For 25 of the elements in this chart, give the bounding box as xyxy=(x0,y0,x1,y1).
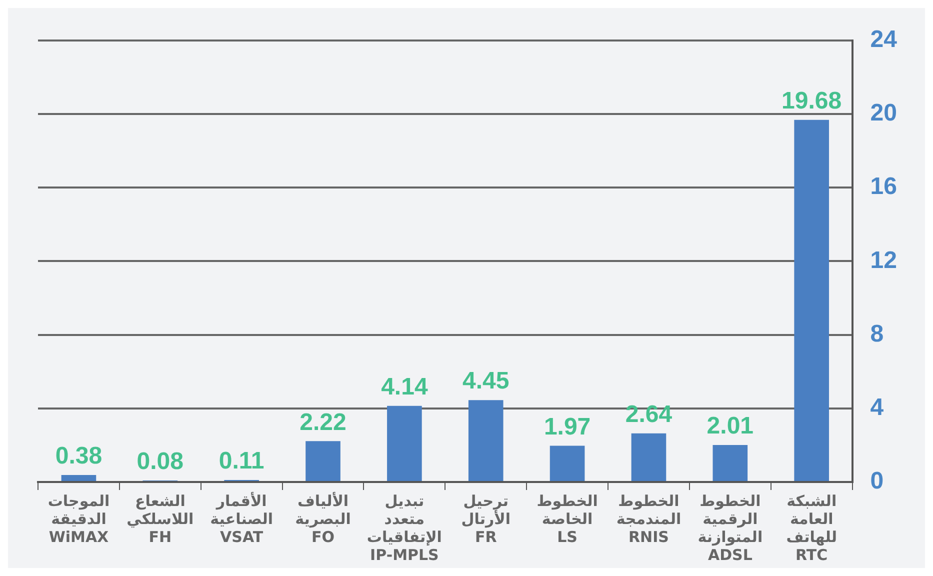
y-tick-label: 8 xyxy=(870,320,884,348)
y-tick-label: 0 xyxy=(870,468,884,495)
data-label: 0.38 xyxy=(55,442,102,470)
data-label: 0.11 xyxy=(218,448,264,475)
y-tick-label: 20 xyxy=(870,100,898,127)
data-label: 2.22 xyxy=(300,408,346,436)
bar xyxy=(712,445,748,481)
data-label: 2.64 xyxy=(625,401,673,428)
data-label: 1.97 xyxy=(544,413,591,440)
bar xyxy=(794,120,829,481)
bar xyxy=(631,433,666,481)
data-label: 0.08 xyxy=(136,448,184,476)
data-label: 2.01 xyxy=(706,412,754,440)
y-tick-label: 24 xyxy=(870,26,898,54)
bar xyxy=(550,446,585,481)
bar xyxy=(387,406,422,481)
y-tick-label: 12 xyxy=(870,246,898,274)
bar xyxy=(306,441,340,481)
y-tick-label: 4 xyxy=(870,394,884,422)
y-tick-label: 16 xyxy=(870,173,898,200)
bar xyxy=(468,400,504,481)
data-label: 4.14 xyxy=(381,373,428,400)
bar xyxy=(61,475,96,481)
data-label: 19.68 xyxy=(782,88,842,115)
data-label: 4.45 xyxy=(462,368,510,395)
